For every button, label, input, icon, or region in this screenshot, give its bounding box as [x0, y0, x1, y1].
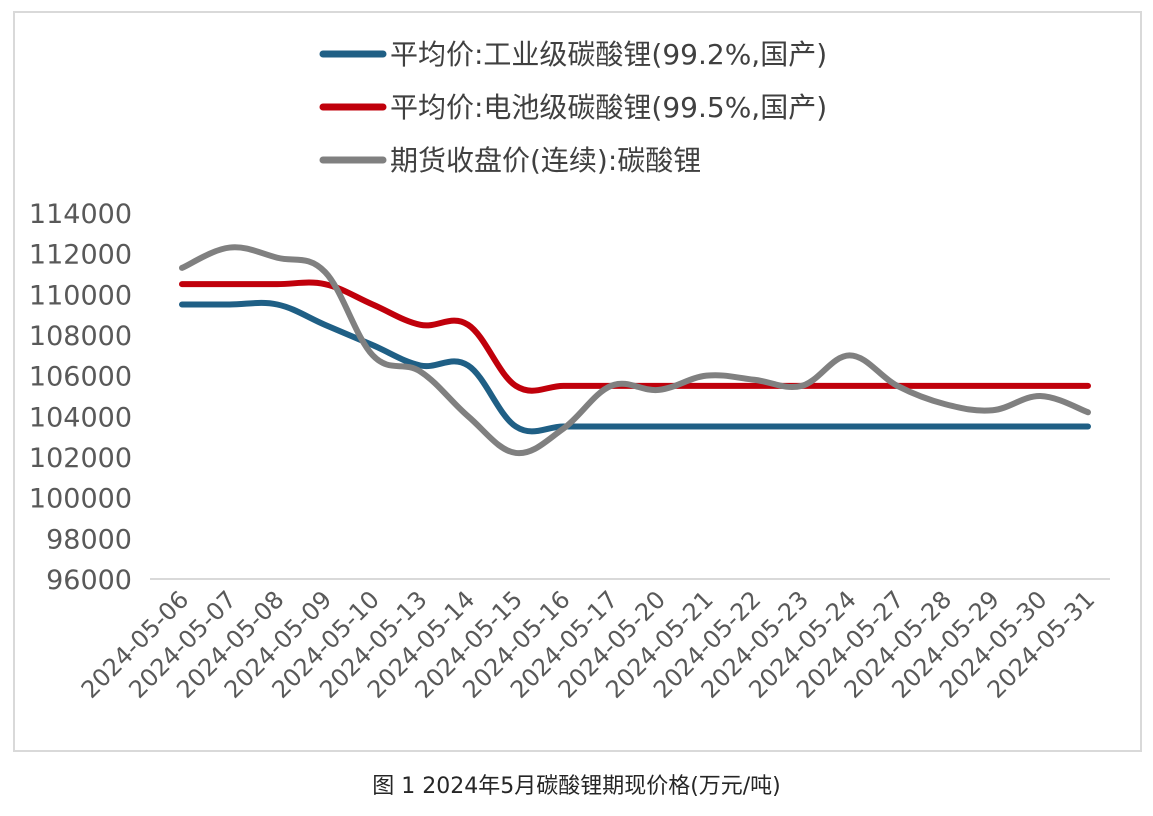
y-tick-label: 106000: [29, 362, 132, 393]
line-chart: 平均价:工业级碳酸锂(99.2%,国产) 平均价:电池级碳酸锂(99.5%,国产)…: [29, 38, 1110, 704]
figure-caption: 图 1 2024年5月碳酸锂期现价格(万元/吨): [372, 774, 781, 799]
y-tick-label: 100000: [29, 484, 132, 515]
legend-label-2: 平均价:电池级碳酸锂(99.5%,国产): [390, 91, 827, 124]
y-tick-label: 108000: [29, 321, 132, 352]
y-tick-label: 104000: [29, 402, 132, 433]
y-tick-label: 98000: [46, 524, 132, 555]
series-line-1: [179, 299, 1091, 435]
y-tick-label: 114000: [29, 199, 132, 230]
legend-label-3: 期货收盘价(连续):碳酸锂: [390, 144, 701, 177]
legend-label-1: 平均价:工业级碳酸锂(99.2%,国产): [390, 38, 827, 71]
chart-frame: 平均价:工业级碳酸锂(99.2%,国产) 平均价:电池级碳酸锂(99.5%,国产)…: [13, 11, 1142, 752]
y-tick-label: 96000: [46, 565, 132, 596]
y-tick-label: 112000: [29, 240, 132, 271]
series-line-2: [179, 279, 1091, 394]
y-tick-label: 102000: [29, 443, 132, 474]
y-tick-label: 110000: [29, 280, 132, 311]
series-line-3: [179, 244, 1091, 457]
legend: 平均价:工业级碳酸锂(99.2%,国产) 平均价:电池级碳酸锂(99.5%,国产)…: [319, 38, 827, 177]
y-axis: 96000 98000 100000 102000 104000 106000 108000…: [29, 199, 132, 596]
x-axis: 2024-05-062024-05-072024-05-082024-05-09…: [76, 585, 1100, 703]
series-layer: [179, 244, 1091, 457]
